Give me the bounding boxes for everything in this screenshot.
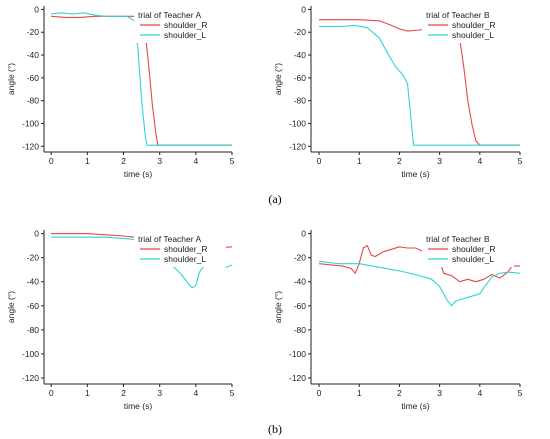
y-tick-label: -20 <box>294 27 307 37</box>
legend-title: trial of Teacher A <box>138 10 201 20</box>
x-tick-label: 3 <box>437 388 442 398</box>
y-tick-label: 0 <box>301 4 306 14</box>
chart-b-B: 0 1 2 3 4 5 0 -20 -40 -60 -80 -100 -120 time (s) angle… <box>273 229 523 411</box>
y-axis-label: angle (°) <box>273 63 283 95</box>
legend-title: trial of Teacher B <box>426 10 490 20</box>
x-tick-label: 3 <box>157 156 162 166</box>
legend-label-shoulder-r: shoulder_R <box>452 20 495 30</box>
x-tick-label: 0 <box>49 156 54 166</box>
y-tick-label: -20 <box>294 253 307 263</box>
y-tick-label: -100 <box>289 118 306 128</box>
y-tick-label: -120 <box>22 141 39 151</box>
x-tick-label: 3 <box>437 156 442 166</box>
y-tick-label: -60 <box>294 73 307 83</box>
legend-label-shoulder-l: shoulder_L <box>164 254 206 264</box>
y-tick-label: -120 <box>289 141 306 151</box>
x-axis-label: time (s) <box>401 169 430 179</box>
legend-box <box>422 233 514 267</box>
x-tick-label: 0 <box>317 388 322 398</box>
x-axis-label: time (s) <box>401 401 430 411</box>
caption-b: (b) <box>268 422 282 436</box>
y-tick-label: -80 <box>27 96 40 106</box>
legend-label-shoulder-r: shoulder_R <box>164 20 207 30</box>
y-tick-label: -40 <box>294 50 307 60</box>
legend-box <box>422 9 514 43</box>
x-tick-label: 1 <box>85 156 90 166</box>
x-tick-label: 5 <box>518 388 523 398</box>
y-tick-label: -40 <box>294 277 307 287</box>
y-tick-label: -120 <box>22 373 39 383</box>
x-tick-label: 0 <box>49 388 54 398</box>
y-axis-label: angle (°) <box>273 291 283 323</box>
x-tick-label: 2 <box>397 156 402 166</box>
chart-b-A: 0 1 2 3 4 5 0 -20 -40 -60 -80 -100 -120 time (s) angle… <box>6 229 235 411</box>
y-tick-label: 0 <box>34 4 39 14</box>
x-tick-label: 2 <box>121 156 126 166</box>
chart-a-A: 0 1 2 3 4 5 0 -20 -40 -60 -80 -100 -120 time (s) angle… <box>6 4 235 179</box>
x-tick-label: 4 <box>477 156 482 166</box>
y-tick-label: -100 <box>22 349 39 359</box>
y-tick-label: -60 <box>27 301 40 311</box>
y-tick-label: -40 <box>27 50 40 60</box>
x-tick-label: 5 <box>230 388 235 398</box>
chart-a-B: 0 1 2 3 4 5 0 -20 -40 -60 -80 -100 -120 time (s) angle… <box>273 4 523 179</box>
x-tick-label: 4 <box>477 388 482 398</box>
legend-label-shoulder-r: shoulder_R <box>164 244 207 254</box>
y-tick-label: -120 <box>289 373 306 383</box>
y-tick-label: -100 <box>289 349 306 359</box>
legend-label-shoulder-l: shoulder_L <box>452 254 494 264</box>
x-tick-label: 3 <box>157 388 162 398</box>
y-axis-label: angle (°) <box>6 291 16 323</box>
legend-label-shoulder-r: shoulder_R <box>452 244 495 254</box>
y-axis-label: angle (°) <box>6 63 16 95</box>
y-tick-label: -80 <box>294 96 307 106</box>
series-line-shoulder-r <box>318 245 520 283</box>
y-tick-label: -20 <box>27 253 40 263</box>
series-line-shoulder-l <box>319 24 520 146</box>
legend-label-shoulder-l: shoulder_L <box>164 30 206 40</box>
x-tick-label: 2 <box>121 388 126 398</box>
x-tick-label: 0 <box>317 156 322 166</box>
x-axis-label: time (s) <box>124 169 153 179</box>
y-tick-label: 0 <box>301 229 306 239</box>
y-tick-label: -20 <box>27 27 40 37</box>
y-tick-label: -60 <box>27 73 40 83</box>
x-tick-label: 1 <box>357 388 362 398</box>
y-tick-label: -40 <box>27 277 40 287</box>
x-tick-label: 1 <box>357 156 362 166</box>
series-line-shoulder-l <box>51 12 232 146</box>
y-tick-label: 0 <box>34 229 39 239</box>
legend-title: trial of Teacher B <box>426 234 490 244</box>
y-tick-label: -80 <box>27 325 40 335</box>
x-tick-label: 4 <box>193 388 198 398</box>
x-axis-label: time (s) <box>124 401 153 411</box>
legend-label-shoulder-l: shoulder_L <box>452 30 494 40</box>
caption-a: (a) <box>268 192 281 206</box>
legend-box <box>134 233 226 267</box>
series-line-shoulder-l <box>318 260 521 307</box>
y-tick-label: -80 <box>294 325 307 335</box>
y-tick-label: -100 <box>22 118 39 128</box>
legend-box <box>134 9 226 43</box>
legend-title: trial of Teacher A <box>138 234 201 244</box>
x-tick-label: 4 <box>193 156 198 166</box>
x-tick-label: 1 <box>85 388 90 398</box>
x-tick-label: 5 <box>518 156 523 166</box>
x-tick-label: 2 <box>397 388 402 398</box>
x-tick-label: 5 <box>230 156 235 166</box>
y-tick-label: -60 <box>294 301 307 311</box>
